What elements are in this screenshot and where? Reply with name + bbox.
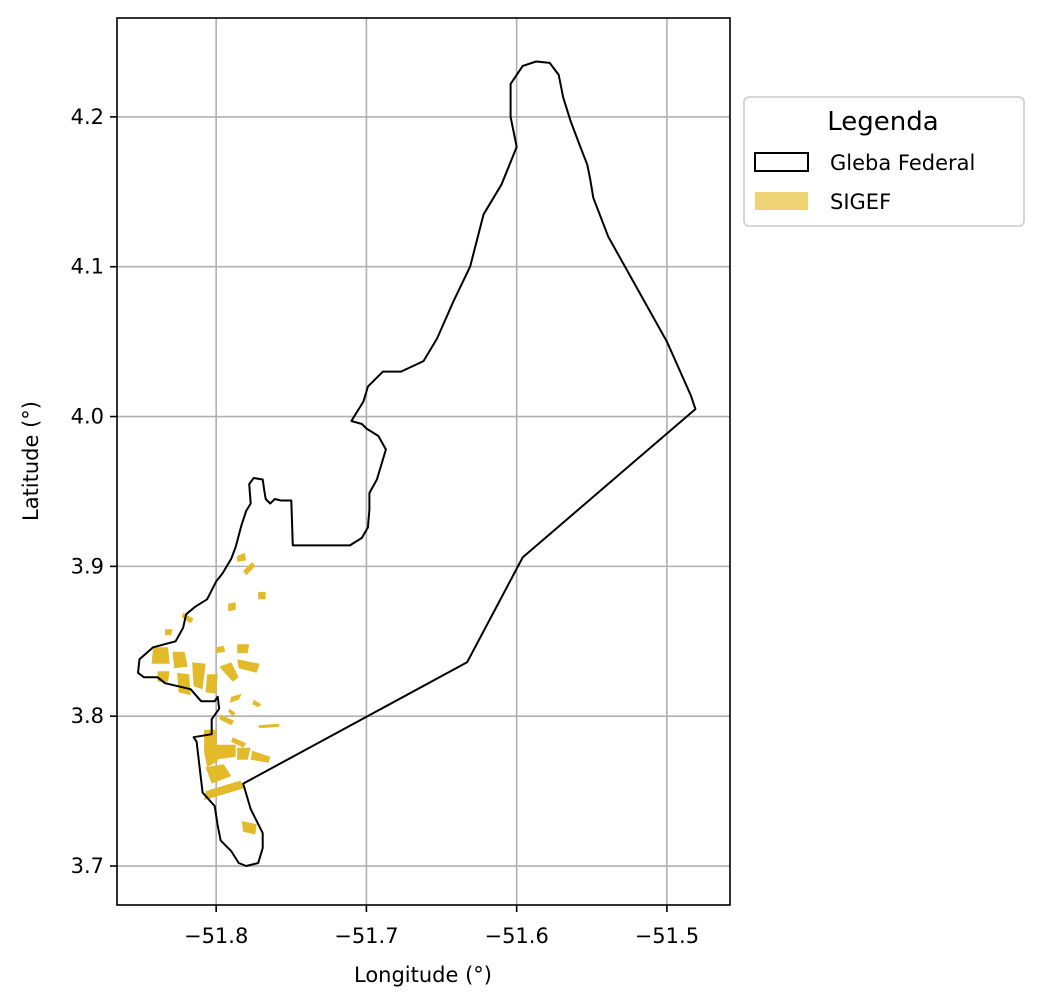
sigef-parcel [151, 647, 170, 664]
y-tick-label: 4.0 [71, 405, 104, 429]
x-tick-label: −51.6 [484, 924, 548, 948]
sigef-parcel [231, 737, 247, 748]
sigef-parcel [228, 708, 236, 717]
legend-swatch-gleba-federal [754, 152, 809, 172]
sigef-parcel [241, 821, 257, 835]
sigef-parcels [151, 552, 280, 835]
y-tick-label: 4.1 [71, 255, 104, 279]
sigef-parcel [204, 729, 218, 768]
y-tick-label: 3.9 [71, 554, 104, 578]
sigef-parcel [181, 612, 194, 624]
legend-label-sigef: SIGEF [830, 190, 891, 214]
legend-label-gleba-federal: Gleba Federal [830, 151, 975, 175]
legend-swatch-sigef [755, 192, 808, 210]
x-axis-ticks: −51.8 −51.7 −51.6 −51.5 [184, 905, 699, 948]
y-tick-label: 4.2 [71, 105, 104, 129]
y-axis-ticks: 3.7 3.8 3.9 4.0 4.1 4.2 [71, 105, 117, 878]
legend: Legenda Gleba Federal SIGEF [743, 96, 1025, 227]
legend-title: Legenda [827, 107, 938, 137]
sigef-parcel [258, 723, 280, 729]
sigef-parcel [229, 693, 242, 703]
gleba-federal-boundary [137, 60, 697, 867]
sigef-parcel [165, 629, 173, 636]
sigef-parcel [213, 744, 236, 760]
y-tick-label: 3.7 [71, 854, 104, 878]
x-axis-label: Longitude (°) [354, 963, 492, 987]
gridlines [117, 18, 730, 905]
sigef-parcel [258, 591, 266, 600]
x-tick-label: −51.5 [635, 924, 699, 948]
sigef-parcel [237, 552, 247, 562]
y-tick-label: 3.8 [71, 704, 104, 728]
y-axis-label: Latitude (°) [19, 401, 43, 521]
sigef-parcel [228, 602, 236, 612]
sigef-parcel [250, 750, 271, 763]
legend-box [743, 96, 1025, 227]
sigef-parcel [237, 644, 250, 654]
gleba-federal-layer [137, 60, 697, 867]
sigef-parcel [177, 672, 191, 696]
plot-frame [116, 17, 731, 906]
sigef-parcel [157, 671, 170, 682]
sigef-parcel [252, 699, 262, 708]
sigef-parcel [219, 662, 239, 682]
sigef-parcel [216, 645, 226, 654]
sigef-parcel [205, 674, 218, 694]
sigef-parcel [237, 747, 251, 760]
sigef-parcel [204, 780, 245, 801]
x-tick-label: −51.8 [184, 924, 248, 948]
sigef-parcel [172, 651, 188, 669]
x-tick-label: −51.7 [334, 924, 398, 948]
sigef-parcel [219, 714, 235, 726]
sigef-parcel [205, 764, 232, 784]
sigef-parcel [243, 561, 256, 576]
sigef-parcel [192, 662, 206, 690]
sigef-parcel [237, 659, 260, 673]
